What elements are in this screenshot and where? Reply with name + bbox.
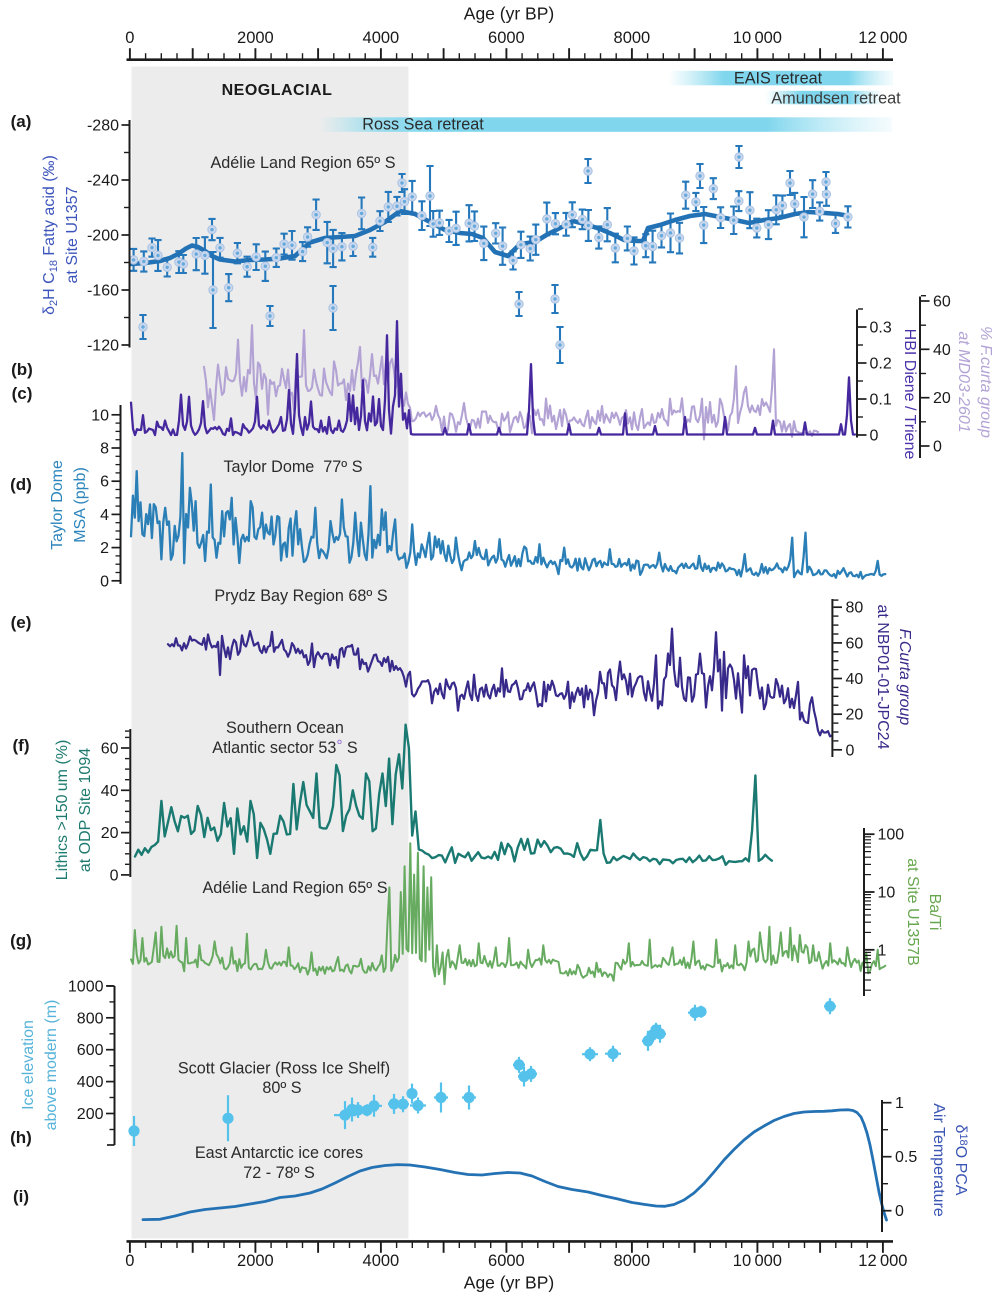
svg-text:20: 20 (846, 707, 864, 724)
svg-text:Prydz Bay Region 68º S: Prydz Bay Region 68º S (214, 587, 387, 605)
svg-text:HBI Diene / Triene: HBI Diene / Triene (901, 329, 918, 460)
svg-text:8000: 8000 (614, 29, 651, 47)
svg-text:60: 60 (846, 635, 864, 652)
svg-text:0.3: 0.3 (870, 320, 892, 337)
svg-text:Age (yr BP): Age (yr BP) (464, 1273, 554, 1293)
svg-text:0: 0 (125, 1252, 134, 1270)
svg-text:(e): (e) (11, 613, 32, 632)
svg-text:Ice elevation: Ice elevation (20, 1020, 37, 1110)
svg-text:1: 1 (878, 942, 887, 959)
svg-text:(a): (a) (11, 112, 32, 131)
svg-text:Age (yr BP): Age (yr BP) (464, 4, 554, 24)
svg-text:8: 8 (100, 441, 109, 458)
svg-text:-120: -120 (87, 338, 119, 355)
svg-text:Air Temperature: Air Temperature (930, 1103, 947, 1217)
svg-text:EAIS retreat: EAIS retreat (734, 70, 823, 88)
svg-text:at Site U1357B: at Site U1357B (904, 858, 921, 966)
svg-text:Taylor Dome: Taylor Dome (49, 460, 66, 550)
svg-text:(d): (d) (10, 475, 32, 494)
svg-text:6000: 6000 (488, 29, 525, 47)
svg-text:(h): (h) (10, 1128, 32, 1147)
svg-text:20: 20 (933, 390, 951, 407)
svg-text:Atlantic sector 53° S: Atlantic sector 53° S (212, 737, 358, 757)
svg-text:40: 40 (846, 671, 864, 688)
svg-text:800: 800 (77, 1010, 104, 1027)
svg-text:Ba/Ti: Ba/Ti (926, 894, 943, 931)
svg-text:at NBP01-01-JPC24: at NBP01-01-JPC24 (874, 605, 891, 750)
svg-text:Ross Sea retreat: Ross Sea retreat (362, 116, 484, 134)
svg-text:0: 0 (125, 29, 134, 47)
svg-text:6: 6 (100, 474, 109, 491)
svg-text:8000: 8000 (614, 1252, 651, 1270)
svg-text:400: 400 (77, 1074, 104, 1091)
svg-text:0: 0 (870, 428, 879, 445)
svg-text:Taylor Dome 77º S: Taylor Dome 77º S (223, 458, 362, 476)
svg-text:40: 40 (933, 342, 951, 359)
svg-text:40: 40 (101, 783, 119, 800)
svg-text:0: 0 (100, 573, 109, 590)
svg-text:Adélie Land Region 65º S: Adélie Land Region 65º S (202, 879, 387, 897)
svg-text:10: 10 (878, 885, 896, 902)
svg-text:at Site U1357: at Site U1357 (64, 186, 81, 283)
svg-text:1: 1 (895, 1095, 904, 1112)
svg-text:Amundsen retreat: Amundsen retreat (771, 90, 901, 108)
svg-text:2: 2 (100, 540, 109, 557)
svg-text:at MD03-2601: at MD03-2601 (955, 331, 972, 432)
svg-text:NEOGLACIAL: NEOGLACIAL (222, 82, 333, 99)
svg-text:60: 60 (101, 741, 119, 758)
svg-text:600: 600 (77, 1042, 104, 1059)
svg-text:Scott Glacier (Ross Ice Shelf): Scott Glacier (Ross Ice Shelf) (178, 1060, 390, 1078)
svg-text:2000: 2000 (237, 29, 274, 47)
svg-text:-160: -160 (87, 283, 119, 300)
svg-text:0.1: 0.1 (870, 392, 892, 409)
svg-text:% F.curta group: % F.curta group (977, 326, 994, 438)
svg-text:4000: 4000 (363, 1252, 400, 1270)
svg-text:60: 60 (933, 294, 951, 311)
svg-text:80: 80 (846, 600, 864, 617)
svg-text:6000: 6000 (488, 1252, 525, 1270)
svg-text:2000: 2000 (237, 1252, 274, 1270)
svg-text:12 000: 12 000 (858, 1252, 907, 1270)
svg-text:above modern (m): above modern (m) (43, 1000, 60, 1131)
svg-text:MSA (ppb): MSA (ppb) (72, 467, 89, 543)
svg-text:Adélie Land Region 65º S: Adélie Land Region 65º S (210, 154, 395, 172)
svg-text:1000: 1000 (68, 978, 104, 995)
svg-text:100: 100 (878, 827, 905, 844)
svg-text:δ2H C18 Fatty acid (‰): δ2H C18 Fatty acid (‰) (41, 155, 60, 315)
svg-text:0: 0 (933, 439, 942, 456)
svg-text:Lithics >150 um (%): Lithics >150 um (%) (54, 740, 71, 881)
svg-text:East Antarctic ice cores: East Antarctic ice cores (195, 1144, 363, 1162)
svg-text:-200: -200 (87, 228, 119, 245)
svg-text:10 000: 10 000 (733, 29, 782, 47)
svg-text:(g): (g) (10, 931, 32, 950)
svg-text:0: 0 (110, 867, 119, 884)
svg-text:at ODP Site 1094: at ODP Site 1094 (77, 748, 94, 872)
svg-text:F.Curta group: F.Curta group (896, 629, 913, 726)
svg-text:(i): (i) (13, 1187, 29, 1206)
svg-text:4000: 4000 (363, 29, 400, 47)
svg-text:0.5: 0.5 (895, 1149, 917, 1166)
svg-text:4: 4 (100, 507, 109, 524)
svg-text:0: 0 (846, 742, 855, 759)
svg-text:200: 200 (77, 1106, 104, 1123)
svg-text:80º S: 80º S (262, 1079, 301, 1097)
svg-text:(c): (c) (12, 384, 33, 403)
svg-text:12 000: 12 000 (858, 29, 907, 47)
svg-text:10: 10 (91, 407, 109, 424)
svg-text:20: 20 (101, 825, 119, 842)
svg-text:Southern Ocean: Southern Ocean (226, 719, 344, 737)
svg-text:(f): (f) (13, 736, 30, 755)
svg-text:(b): (b) (11, 360, 33, 379)
svg-text:-280: -280 (87, 118, 119, 135)
svg-text:0.2: 0.2 (870, 356, 892, 373)
svg-text:-240: -240 (87, 173, 119, 190)
svg-text:10 000: 10 000 (733, 1252, 782, 1270)
svg-text:0: 0 (895, 1203, 904, 1220)
svg-text:72 - 78º S: 72 - 78º S (243, 1164, 315, 1182)
